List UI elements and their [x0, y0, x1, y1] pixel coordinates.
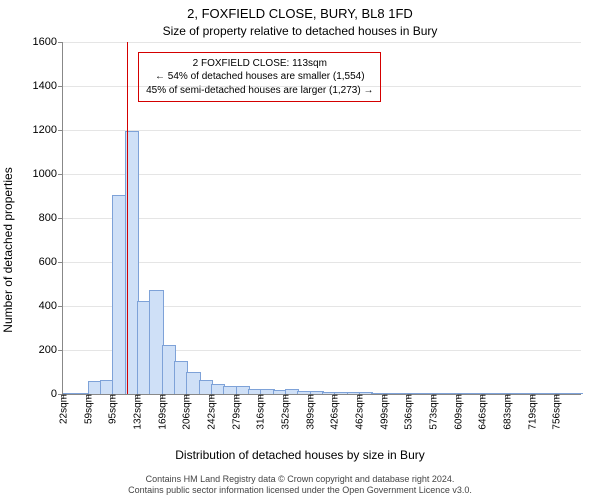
x-tick-label: 279sqm [229, 394, 242, 430]
x-tick-label: 132sqm [131, 394, 144, 430]
footer-line1: Contains HM Land Registry data © Crown c… [0, 474, 600, 485]
gridline-h [63, 42, 581, 43]
footer-attribution: Contains HM Land Registry data © Crown c… [0, 474, 600, 497]
y-tick-label: 1000 [33, 168, 63, 180]
reference-line [127, 42, 128, 394]
x-tick-label: 462sqm [353, 394, 366, 430]
x-tick-label: 536sqm [402, 394, 415, 430]
y-tick-label: 200 [39, 344, 63, 356]
annotation-box: 2 FOXFIELD CLOSE: 113sqm← 54% of detache… [138, 52, 381, 103]
y-tick-label: 400 [39, 300, 63, 312]
x-tick-label: 352sqm [279, 394, 292, 430]
annotation-line1: 2 FOXFIELD CLOSE: 113sqm [146, 57, 373, 71]
chart-container: 2, FOXFIELD CLOSE, BURY, BL8 1FD Size of… [0, 0, 600, 500]
gridline-h [63, 218, 581, 219]
plot-area: 0200400600800100012001400160022sqm59sqm9… [62, 42, 581, 395]
y-tick-label: 600 [39, 256, 63, 268]
annotation-line3: 45% of semi-detached houses are larger (… [146, 84, 373, 98]
page-title-line1: 2, FOXFIELD CLOSE, BURY, BL8 1FD [0, 0, 600, 22]
x-tick-label: 573sqm [427, 394, 440, 430]
x-tick-label: 242sqm [205, 394, 218, 430]
footer-line2: Contains public sector information licen… [0, 485, 600, 496]
x-tick-label: 59sqm [81, 394, 94, 424]
x-tick-label: 499sqm [377, 394, 390, 430]
gridline-h [63, 174, 581, 175]
x-tick-label: 22sqm [57, 394, 70, 424]
x-tick-label: 646sqm [476, 394, 489, 430]
x-tick-label: 206sqm [180, 394, 193, 430]
annotation-line2: ← 54% of detached houses are smaller (1,… [146, 70, 373, 84]
x-tick-label: 426sqm [328, 394, 341, 430]
x-tick-label: 169sqm [155, 394, 168, 430]
page-title-line2: Size of property relative to detached ho… [0, 22, 600, 38]
x-tick-label: 95sqm [106, 394, 119, 424]
x-tick-label: 389sqm [303, 394, 316, 430]
y-tick-label: 1400 [33, 80, 63, 92]
x-tick-label: 719sqm [525, 394, 538, 430]
y-axis-label: Number of detached properties [1, 167, 15, 332]
x-tick-label: 683sqm [501, 394, 514, 430]
gridline-h [63, 130, 581, 131]
gridline-h [63, 262, 581, 263]
x-tick-label: 316sqm [254, 394, 267, 430]
x-tick-label: 756sqm [550, 394, 563, 430]
y-tick-label: 1200 [33, 124, 63, 136]
y-tick-label: 800 [39, 212, 63, 224]
x-axis-label: Distribution of detached houses by size … [0, 448, 600, 462]
x-tick-label: 609sqm [451, 394, 464, 430]
y-tick-label: 1600 [33, 36, 63, 48]
bar [569, 393, 583, 394]
